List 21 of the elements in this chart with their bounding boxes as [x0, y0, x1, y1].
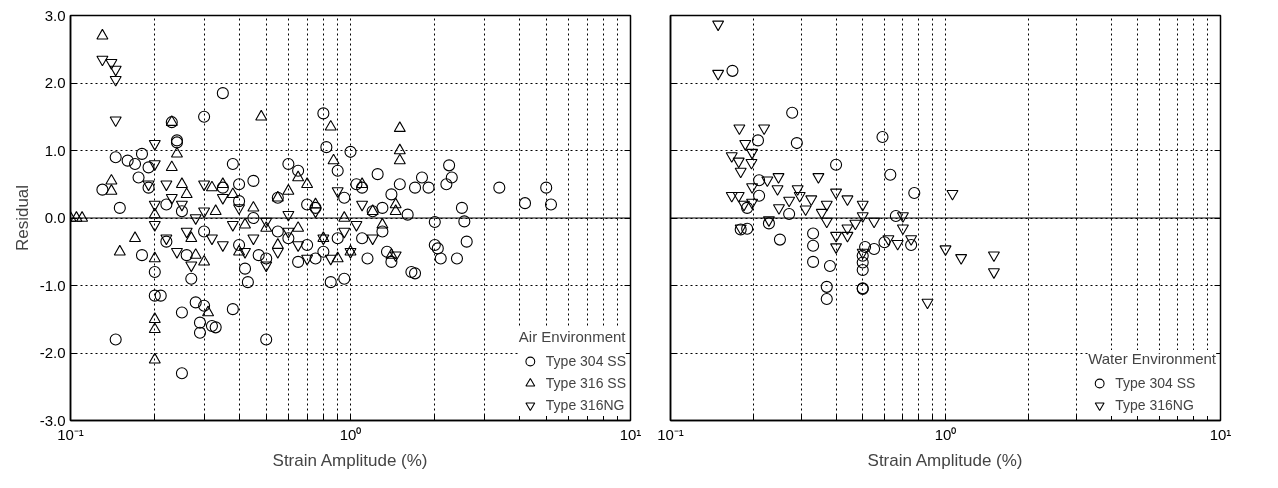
- x-tick-label: 10¹: [1209, 425, 1232, 443]
- legend-label: Type 304 SS: [545, 352, 626, 370]
- x-tick-label: 10⁻¹: [657, 425, 684, 443]
- y-tick-label: -2.0: [39, 344, 66, 361]
- x-tick-label: 10⁰: [934, 425, 957, 443]
- y-tick-label: -1.0: [39, 276, 66, 294]
- legend-label: Type 316NG: [545, 396, 625, 414]
- legend-label: Type 304 SS: [1115, 374, 1196, 392]
- y-tick-label: 1.0: [44, 141, 66, 159]
- x-axis-title: Strain Amplitude (%): [272, 450, 428, 470]
- y-tick-label: 0.0: [44, 209, 66, 226]
- legend-label: Type 316NG: [1115, 396, 1194, 414]
- x-axis-title: Strain Amplitude (%): [867, 450, 1023, 470]
- y-axis-title: Residual: [12, 184, 32, 252]
- legend-title: Water Environment: [1088, 350, 1216, 367]
- y-tick-label: 2.0: [44, 74, 66, 91]
- legend-title: Air Environment: [518, 328, 626, 345]
- y-tick-label: 3.0: [44, 6, 66, 24]
- x-tick-label: 10⁰: [339, 425, 362, 443]
- x-tick-label: 10¹: [619, 425, 642, 443]
- legend-label: Type 316 SS: [545, 374, 626, 392]
